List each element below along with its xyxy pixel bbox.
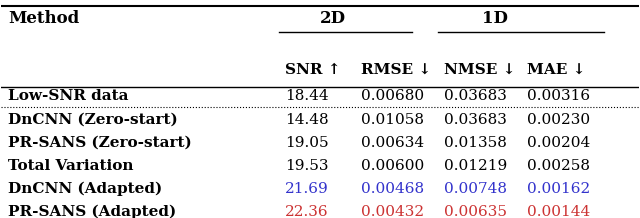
Text: 0.03683: 0.03683 xyxy=(444,89,507,104)
Text: MAE ↓: MAE ↓ xyxy=(527,63,586,77)
Text: 0.00680: 0.00680 xyxy=(362,89,424,104)
Text: 2D: 2D xyxy=(320,10,346,27)
Text: 22.36: 22.36 xyxy=(285,205,328,218)
Text: 0.01219: 0.01219 xyxy=(444,159,508,173)
Text: 14.48: 14.48 xyxy=(285,112,328,126)
Text: 19.05: 19.05 xyxy=(285,136,328,150)
Text: 0.00144: 0.00144 xyxy=(527,205,590,218)
Text: 0.00162: 0.00162 xyxy=(527,182,590,196)
Text: Low-SNR data: Low-SNR data xyxy=(8,89,128,104)
Text: PR-SANS (Adapted): PR-SANS (Adapted) xyxy=(8,204,176,218)
Text: Method: Method xyxy=(8,10,79,27)
Text: 0.00600: 0.00600 xyxy=(362,159,425,173)
Text: RMSE ↓: RMSE ↓ xyxy=(362,63,431,77)
Text: 0.00748: 0.00748 xyxy=(444,182,508,196)
Text: DnCNN (Zero-start): DnCNN (Zero-start) xyxy=(8,112,177,126)
Text: 19.53: 19.53 xyxy=(285,159,328,173)
Text: 0.03683: 0.03683 xyxy=(444,112,507,126)
Text: NMSE ↓: NMSE ↓ xyxy=(444,63,516,77)
Text: 0.00432: 0.00432 xyxy=(362,205,424,218)
Text: 0.00204: 0.00204 xyxy=(527,136,590,150)
Text: 0.01058: 0.01058 xyxy=(362,112,424,126)
Text: 18.44: 18.44 xyxy=(285,89,328,104)
Text: 0.00468: 0.00468 xyxy=(362,182,424,196)
Text: 0.01358: 0.01358 xyxy=(444,136,507,150)
Text: 1D: 1D xyxy=(482,10,508,27)
Text: 0.00635: 0.00635 xyxy=(444,205,508,218)
Text: Total Variation: Total Variation xyxy=(8,159,133,173)
Text: 0.00316: 0.00316 xyxy=(527,89,590,104)
Text: PR-SANS (Zero-start): PR-SANS (Zero-start) xyxy=(8,136,191,150)
Text: 0.00258: 0.00258 xyxy=(527,159,590,173)
Text: 21.69: 21.69 xyxy=(285,182,329,196)
Text: SNR ↑: SNR ↑ xyxy=(285,63,340,77)
Text: 0.00230: 0.00230 xyxy=(527,112,590,126)
Text: 0.00634: 0.00634 xyxy=(362,136,424,150)
Text: DnCNN (Adapted): DnCNN (Adapted) xyxy=(8,181,162,196)
